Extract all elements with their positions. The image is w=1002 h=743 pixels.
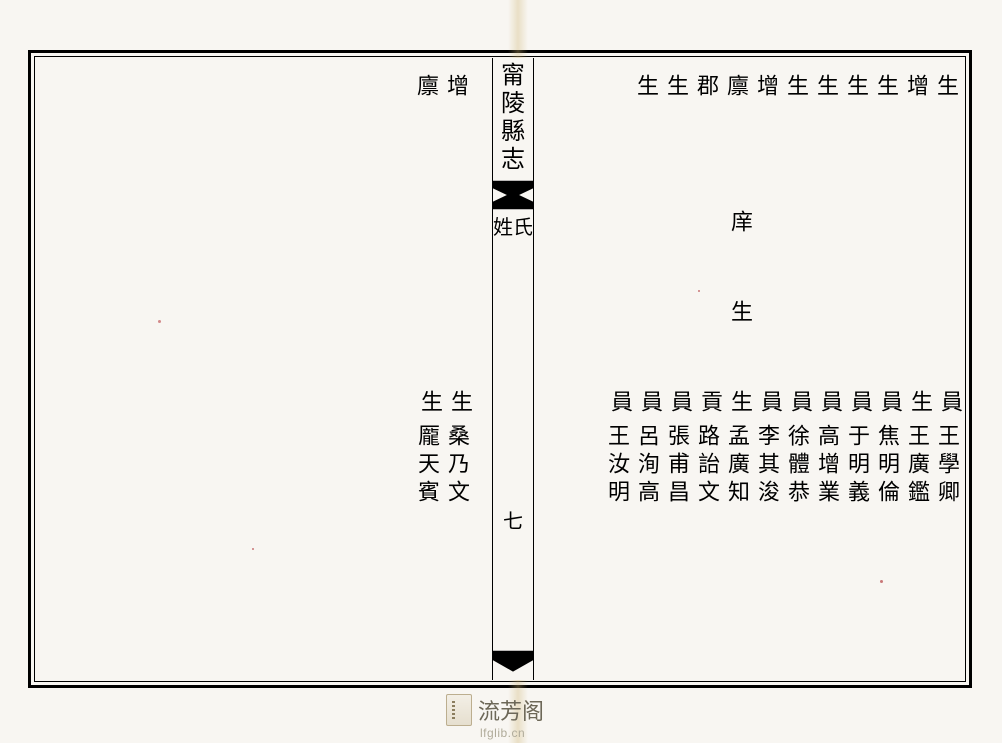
column-name: 呂洵高 [634,424,660,508]
column-name: 李其浚 [754,424,780,508]
column-top-char: 廪 [414,74,438,100]
column-name: 焦明倫 [874,424,900,508]
speck [158,320,161,323]
column-top-char: 郡 [694,74,718,100]
column-name: 王廣鑑 [904,424,930,508]
column-role: 員 [844,390,876,412]
column-role: 員 [664,390,696,412]
column-name: 王汝明 [604,424,630,508]
column-name: 桑乃文 [444,424,470,508]
column-top-char: 生 [814,74,838,100]
column-role: 生 [724,390,756,412]
column-name: 高增業 [814,424,840,508]
column-top-char: 生 [874,74,898,100]
column-top-char: 生 [664,74,688,100]
column-top-char: 增 [904,74,928,100]
column-top-char: 生 [844,74,868,100]
column-name: 龎天賓 [414,424,440,508]
fishtail-tail-icon [493,650,533,680]
spine: 甯陵縣志 姓氏 七 [492,58,534,680]
column-top-char: 生 [784,74,808,100]
column-name: 王學卿 [934,424,960,508]
column-top-char: 增 [444,74,468,100]
column-top-char: 生 [934,74,958,100]
column-role: 生 [444,390,476,412]
spine-page-number: 七 [493,505,533,534]
column-name: 徐體恭 [784,424,810,508]
column-mid2-char: 生 [724,300,756,322]
watermark-brand: 流芳阁 [478,694,544,726]
watermark-url: lfglib.cn [480,726,525,740]
column-name: 于明義 [844,424,870,508]
column-role: 生 [904,390,936,412]
fishtail-icon [493,180,533,210]
column-role: 員 [604,390,636,412]
column-role: 員 [874,390,906,412]
column-top-char: 生 [634,74,658,100]
column-mid-char: 庠 [724,210,756,232]
column-top-char: 增 [754,74,778,100]
column-top-char: 廪 [724,74,748,100]
column-role: 員 [934,390,966,412]
column-role: 員 [634,390,666,412]
speck [880,580,883,583]
speck [698,290,700,292]
column-role: 貢 [694,390,726,412]
watermark: 流芳阁 [446,694,544,726]
column-role: 員 [754,390,786,412]
column-role: 員 [784,390,816,412]
speck [252,548,254,550]
column-name: 路詒文 [694,424,720,508]
book-icon [446,694,472,726]
column-role: 生 [414,390,446,412]
spine-title: 甯陵縣志 [493,62,533,174]
column-name: 張甫昌 [664,424,690,508]
column-name: 孟廣知 [724,424,750,508]
spine-section: 姓氏 [493,217,533,239]
column-role: 員 [814,390,846,412]
